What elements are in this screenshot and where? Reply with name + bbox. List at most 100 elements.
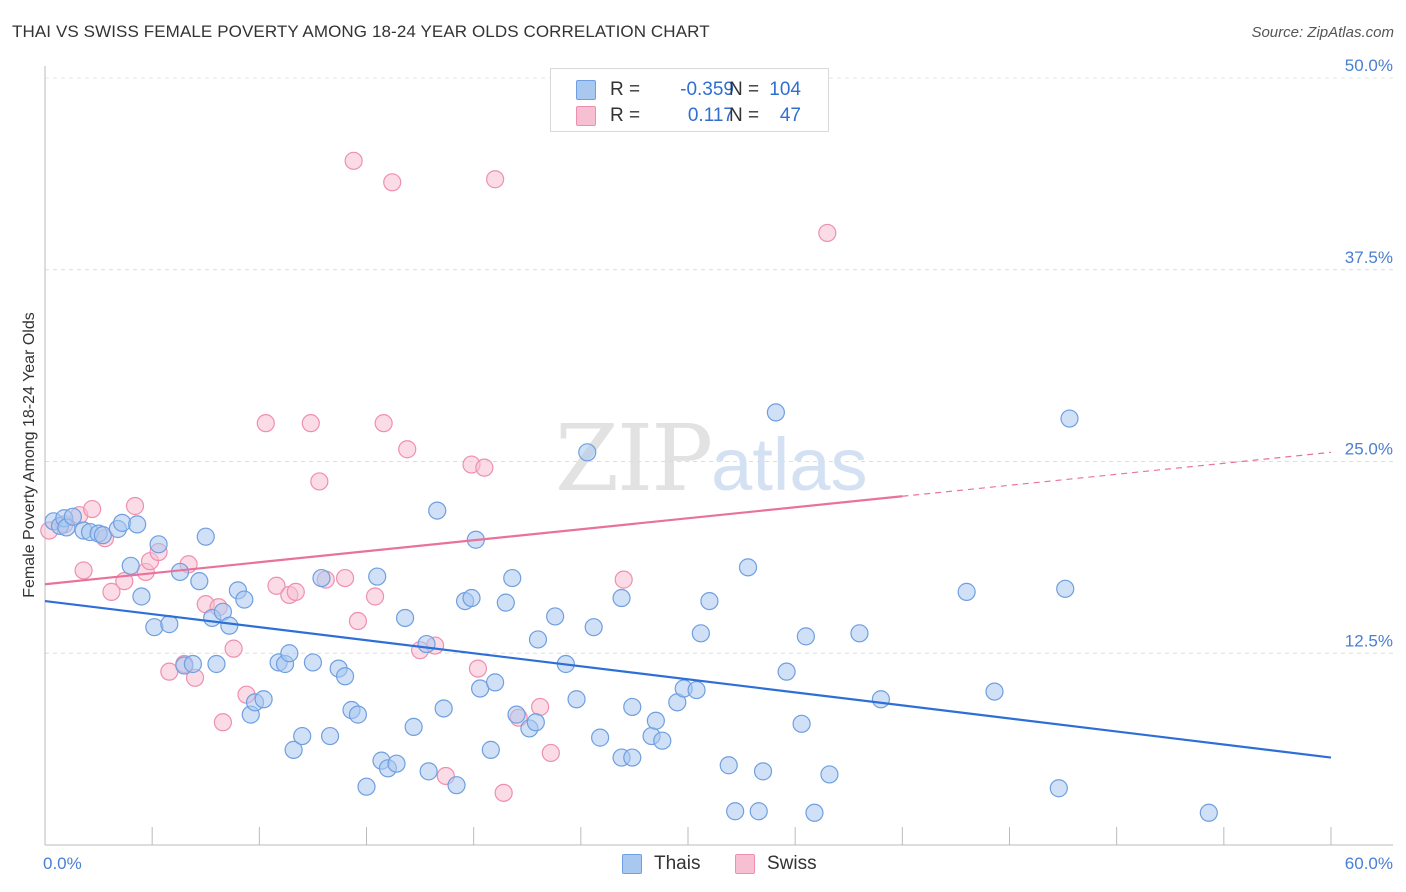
thais-point <box>387 754 406 773</box>
swiss-point <box>348 611 368 631</box>
swiss-point <box>374 414 393 433</box>
thais-point <box>503 568 522 588</box>
legend-swatch-swiss <box>576 106 596 126</box>
series-label-swiss: Swiss <box>767 853 817 874</box>
thais-point <box>1056 579 1075 598</box>
swiss-point <box>213 713 232 732</box>
legend-row-swiss: R = 0.117 N = 47 <box>551 101 828 129</box>
thais-point <box>719 756 738 775</box>
thais-point <box>1199 803 1218 822</box>
series-legend: Thais Swiss <box>0 852 1406 878</box>
thais-point <box>335 667 355 686</box>
swiss-point <box>310 472 329 491</box>
thais-point <box>145 618 164 637</box>
thais-point <box>462 588 481 608</box>
swiss-point <box>74 561 93 580</box>
swiss-point <box>335 568 355 588</box>
legend-r-value: -0.359 <box>680 79 734 100</box>
thais-point <box>850 624 869 643</box>
thais-point <box>646 711 665 730</box>
thais-point <box>357 777 376 796</box>
watermark-atlas: atlas <box>711 423 868 506</box>
thais-point <box>777 662 796 681</box>
thais-point <box>691 624 710 643</box>
thais-point <box>591 728 610 747</box>
thais-point <box>1049 779 1068 798</box>
thais-point <box>653 731 672 750</box>
thais-point <box>121 556 140 575</box>
thais-point <box>623 697 642 717</box>
thais-point <box>132 587 151 606</box>
legend-n-value: 47 <box>779 105 801 126</box>
thais-point <box>528 630 548 649</box>
swiss-point <box>541 743 560 763</box>
thais-point <box>220 616 239 635</box>
swiss-point <box>286 582 305 601</box>
thais-point <box>481 740 500 759</box>
thais-point <box>447 776 466 795</box>
thais-point <box>687 680 706 700</box>
thais-point <box>726 802 745 821</box>
swiss-point <box>125 496 145 516</box>
swiss-point <box>486 170 505 189</box>
thais-point <box>312 568 331 588</box>
thais-point <box>280 644 299 663</box>
thais-point <box>128 515 147 534</box>
swiss-point <box>383 173 402 192</box>
thais-point <box>546 607 565 626</box>
legend-n-label: N = <box>729 79 760 100</box>
gridlines <box>45 77 1393 654</box>
thais-point <box>404 717 423 736</box>
swiss-trend-line <box>44 495 903 586</box>
swiss-point <box>267 576 286 595</box>
legend-n: N = 47 <box>729 105 801 127</box>
thais-point <box>160 615 179 634</box>
thais-point <box>149 535 168 554</box>
thais-point <box>63 507 82 526</box>
axes <box>44 66 1393 846</box>
thais-point <box>496 593 515 612</box>
legend-r-label: R = <box>610 79 641 100</box>
thais-point <box>820 765 839 784</box>
swiss-point <box>301 414 320 433</box>
thais-point <box>526 713 545 732</box>
thais-point <box>612 588 631 608</box>
legend-n-value: 104 <box>769 79 801 100</box>
swiss-point <box>83 499 102 519</box>
thais-point <box>320 726 340 746</box>
series-swatch-thais <box>622 854 642 874</box>
thais-point <box>766 403 785 422</box>
thais-point <box>428 501 447 520</box>
thais-point <box>235 590 254 609</box>
y-tick-label: 50.0% <box>1345 56 1393 75</box>
tick-labels: 12.5% 25.0% 37.5% 50.0% 0.0% 60.0% <box>43 56 1393 873</box>
legend-r-label: R = <box>610 105 641 126</box>
y-tick-label: 12.5% <box>1345 631 1393 650</box>
thais-point <box>738 558 758 577</box>
thais-point <box>700 591 719 611</box>
thais-point <box>284 740 303 759</box>
thais-point <box>419 762 438 781</box>
x-tick-label-max: 60.0% <box>1345 854 1393 873</box>
thais-point <box>368 567 387 586</box>
thais-point <box>190 572 209 591</box>
legend-r-value: 0.117 <box>687 105 734 126</box>
thais-point <box>434 699 453 718</box>
thais-points <box>44 403 1218 822</box>
thais-point <box>196 527 215 546</box>
thais-point <box>584 618 603 637</box>
thais-point <box>753 762 773 781</box>
swiss-trend-extension <box>902 451 1332 497</box>
swiss-point <box>494 783 513 802</box>
chart-title: THAI VS SWISS FEMALE POVERTY AMONG 18-24… <box>12 22 710 41</box>
x-tick-label-min: 0.0% <box>43 854 82 873</box>
y-tick-label: 25.0% <box>1345 440 1393 459</box>
swiss-point <box>256 414 275 433</box>
thais-point <box>254 690 273 709</box>
swiss-point <box>531 697 550 717</box>
swiss-point <box>475 458 494 477</box>
correlation-legend: R = -0.359 N = 104 R = 0.117 N = 47 <box>550 68 829 132</box>
thais-point <box>113 513 132 532</box>
swiss-point <box>468 659 488 678</box>
